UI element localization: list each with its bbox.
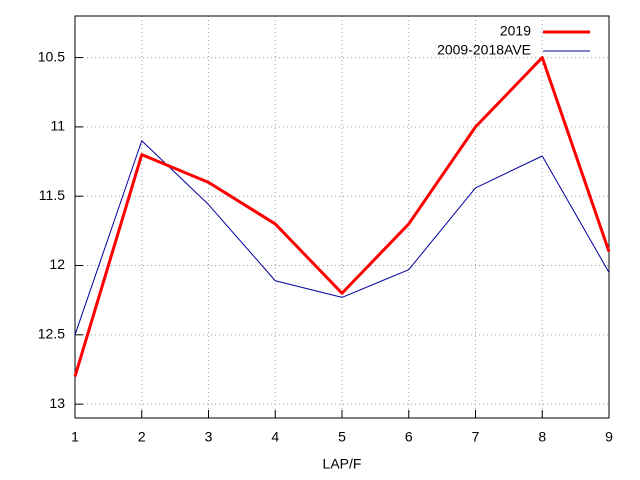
plot-frame xyxy=(74,15,610,419)
y-tick-label: 12.5 xyxy=(38,326,65,342)
y-tick-label: 11.5 xyxy=(39,187,65,203)
y-tick-label: 11 xyxy=(50,118,65,134)
y-tick-label: 13 xyxy=(49,395,65,411)
legend-label: 2009-2018AVE xyxy=(437,42,531,58)
x-tick-label: 4 xyxy=(271,429,279,445)
y-tick-label: 10.5 xyxy=(38,48,65,64)
x-tick-label: 5 xyxy=(338,429,346,445)
series-line xyxy=(73,56,611,377)
x-tick-label: 1 xyxy=(71,429,79,445)
series-line xyxy=(74,140,610,335)
x-tick-label: 3 xyxy=(205,429,213,445)
x-tick-label: 9 xyxy=(605,429,613,445)
legend-label: 2019 xyxy=(500,23,531,39)
x-tick-label: 7 xyxy=(472,429,480,445)
x-tick-label: 8 xyxy=(538,429,546,445)
x-tick-label: 2 xyxy=(138,429,146,445)
x-axis-label: LAP/F xyxy=(323,456,362,472)
y-tick-label: 12 xyxy=(49,256,65,272)
x-tick-label: 6 xyxy=(405,429,413,445)
